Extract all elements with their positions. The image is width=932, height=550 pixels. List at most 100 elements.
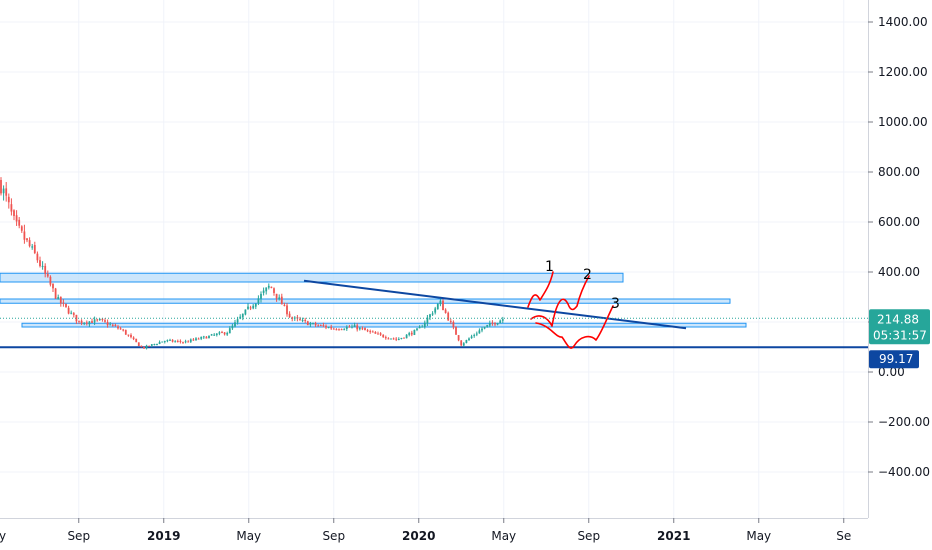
candle-body [309,323,312,325]
scenario-2-path[interactable] [530,275,590,327]
current-price-badge: 214.88 05:31:57 [869,309,930,345]
candle-body [457,335,460,341]
candle-body [473,335,476,337]
candle-body [431,313,434,315]
candle-body [455,327,457,335]
candle-body [377,333,379,335]
price-tick-label: −200.00 [878,415,930,429]
time-tick-label: 2021 [657,529,690,543]
candle-body [189,339,192,342]
price-axis: 1400.00 1200.00 1000.00 800.00 600.00 400.00 2… [868,15,930,479]
candle-body [374,332,377,334]
scenario-label: 3 [611,296,620,312]
candle-body [444,309,447,313]
candle-body [210,334,213,336]
candle-body [127,334,130,336]
candle-body [20,226,23,231]
candle-body [57,297,60,300]
candle-body [371,331,374,333]
candle-body [109,324,112,326]
candle-body [137,342,140,347]
candle-body [257,298,260,304]
candle-body [70,312,73,314]
candle-body [91,321,93,323]
price-zone[interactable] [21,322,747,328]
candle-body [150,344,153,346]
line-price-badge: 99.17 [869,350,919,369]
candle-body [447,312,450,321]
price-tick-label: 600.00 [878,215,920,229]
candle-body [301,319,304,321]
candle-body [231,325,234,329]
scenario-1-path[interactable] [527,271,554,308]
price-zone[interactable] [0,298,731,304]
line-price-label: 99.17 [879,352,913,366]
descending-trendline[interactable] [303,279,687,330]
candle-body [254,303,257,307]
candle-body [96,319,99,321]
candle-body [52,283,54,289]
candle-body [179,340,182,342]
time-tick-label: Se [836,529,851,543]
candle-body [273,288,275,293]
candle-body [202,336,205,338]
candle-body [10,204,13,212]
candle-body [252,305,255,309]
candles [0,177,504,350]
candle-body [247,306,249,309]
candle-body [36,253,39,261]
candle-body [88,321,91,325]
candle-body [169,339,171,341]
candle-body [488,323,491,326]
candle-body [83,322,86,324]
price-tick-label: 1200.00 [878,65,928,79]
candle-body [494,323,496,325]
candle-body [356,325,359,330]
candle-body [449,321,452,323]
candle-body [462,343,465,346]
price-axis-background[interactable] [868,0,932,518]
candle-body [348,326,351,328]
candle-body [239,316,242,319]
candle-body [31,246,34,248]
zones [0,272,747,328]
candle-body [49,276,52,285]
time-tick-label: Sep [322,529,345,543]
candle-body [470,336,473,339]
candle-body [0,180,2,194]
time-tick-label: Sep [67,529,90,543]
candle-body [15,215,18,222]
candle-body [28,240,31,247]
time-axis-background[interactable] [0,518,932,550]
candle-body [379,333,382,335]
candle-body [325,325,327,328]
candle-body [260,293,262,299]
candle-body [416,328,418,330]
candle-body [390,338,392,340]
candle-body [200,336,203,339]
candle-body [270,286,273,288]
candle-body [218,332,221,334]
candle-body [501,319,504,321]
scenario-3-path[interactable] [535,305,614,349]
candle-body [351,326,353,328]
candle-body [452,321,455,328]
trendline[interactable] [303,279,687,330]
candle-body [62,302,65,304]
candle-body [153,344,156,346]
candle-body [23,231,26,240]
candle-body [265,287,268,292]
candle-body [98,318,101,320]
time-tick-label: May [236,529,261,543]
candle-body [195,338,197,341]
candle-body [327,327,330,329]
candle-body [236,319,239,323]
candle-body [85,322,88,324]
candle-body [465,340,468,343]
candle-body [41,265,44,267]
candle-body [262,290,265,293]
candle-body [358,327,361,330]
candle-body [171,339,174,342]
time-tick-label: Sep [577,529,600,543]
